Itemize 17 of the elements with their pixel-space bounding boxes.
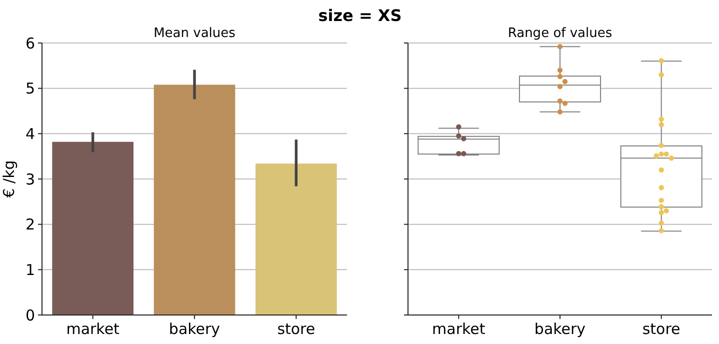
y-tick-label: 3 [25, 170, 35, 188]
x-tick-label: bakery [534, 320, 586, 338]
y-tick-label: 4 [25, 124, 35, 143]
text: size = XS [318, 6, 402, 25]
y-tick-label: 2 [25, 216, 35, 234]
x-tick-label: store [277, 320, 316, 338]
x-tick-label: market [66, 320, 120, 338]
chart-title: Range of values [508, 26, 612, 41]
x-tick-label: market [432, 320, 486, 338]
y-tick-label: 5 [25, 80, 35, 98]
y-tick-label: 6 [25, 34, 35, 52]
y-tick-label: 1 [25, 260, 35, 279]
x-tick-label: bakery [168, 320, 220, 338]
chart-title: Mean values [154, 26, 236, 41]
y-axis-title: € /kg [0, 160, 18, 198]
y-tick-label: 0 [25, 306, 35, 324]
x-tick-label: store [642, 320, 680, 338]
